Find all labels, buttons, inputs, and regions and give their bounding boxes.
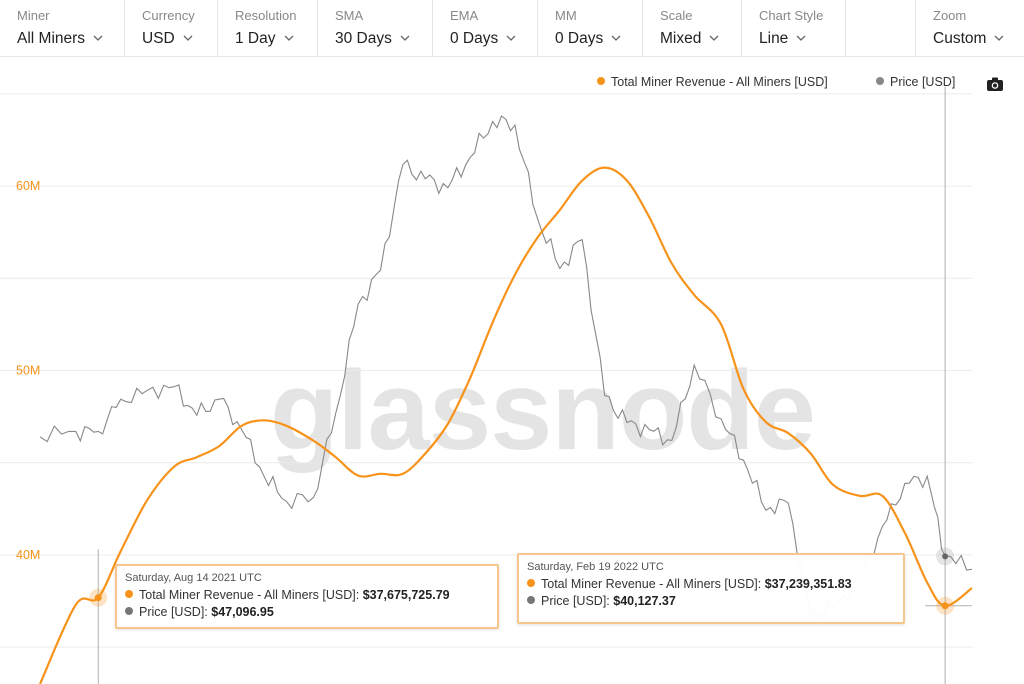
miner-value: All Miners	[17, 30, 86, 47]
legend-revenue[interactable]: Total Miner Revenue - All Miners [USD]	[597, 75, 828, 93]
chart-toolbar: Miner All Miners Currency USD Resolution…	[0, 0, 1024, 57]
ema-dropdown[interactable]: EMA 0 Days	[433, 0, 538, 56]
resolution-label: Resolution	[235, 8, 297, 23]
mm-label: MM	[555, 8, 577, 23]
revenue-series-line	[38, 166, 973, 684]
price-series-line	[39, 115, 973, 617]
legend-price[interactable]: Price [USD]	[876, 75, 955, 93]
chevron-down-icon	[709, 28, 719, 48]
tooltip-date: Saturday, Aug 14 2021 UTC	[125, 572, 262, 584]
tooltip-revenue-value: $37,675,725.79	[362, 588, 450, 602]
resolution-dropdown[interactable]: Resolution 1 Day	[218, 0, 318, 56]
chart-style-label: Chart Style	[759, 8, 824, 23]
camera-icon[interactable]	[986, 76, 1004, 92]
zoom-value: Custom	[933, 30, 987, 47]
tooltip-price-label: Price [USD]:	[139, 605, 208, 619]
chevron-down-icon	[506, 28, 516, 48]
revenue-dot-icon	[125, 590, 133, 598]
tooltip-revenue-label: Total Miner Revenue - All Miners [USD]:	[541, 577, 762, 591]
tooltip-price-label: Price [USD]:	[541, 594, 610, 608]
miner-label: Miner	[17, 8, 50, 23]
price-dot-icon	[527, 596, 535, 604]
sma-dropdown[interactable]: SMA 30 Days	[318, 0, 433, 56]
tooltip-price-value: $40,127.37	[613, 594, 676, 608]
legend-price-label: Price [USD]	[890, 75, 956, 89]
miner-dropdown[interactable]: Miner All Miners	[0, 0, 125, 56]
revenue-legend-dot	[597, 77, 605, 85]
chevron-down-icon	[611, 28, 621, 48]
mm-value: 0 Days	[555, 30, 604, 47]
chart-style-value: Line	[759, 30, 789, 47]
mm-dropdown[interactable]: MM 0 Days	[538, 0, 643, 56]
y-tick-label: 50M	[16, 364, 40, 378]
chevron-down-icon	[994, 28, 1004, 48]
zoom-label: Zoom	[933, 8, 967, 23]
currency-label: Currency	[142, 8, 195, 23]
sma-value: 30 Days	[335, 30, 392, 47]
price-legend-dot	[876, 77, 884, 85]
scale-value: Mixed	[660, 30, 702, 47]
zoom-dropdown[interactable]: Zoom Custom	[915, 0, 1024, 56]
tooltip-price-value: $47,096.95	[211, 605, 274, 619]
chevron-down-icon	[796, 28, 806, 48]
y-tick-label: 60M	[16, 179, 40, 193]
revenue-point	[941, 602, 949, 610]
chevron-down-icon	[400, 28, 410, 48]
chart-style-dropdown[interactable]: Chart Style Line	[742, 0, 846, 56]
price-dot-icon	[125, 607, 133, 615]
y-tick-label: 40M	[16, 548, 40, 562]
chevron-down-icon	[93, 28, 103, 48]
tooltip-date: Saturday, Feb 19 2022 UTC	[527, 561, 664, 573]
chevron-down-icon	[183, 28, 193, 48]
currency-dropdown[interactable]: Currency USD	[125, 0, 218, 56]
tooltip-revenue-label: Total Miner Revenue - All Miners [USD]:	[139, 588, 360, 602]
price-point	[942, 553, 949, 560]
scale-label: Scale	[660, 8, 693, 23]
tooltip-revenue-value: $37,239,351.83	[764, 577, 852, 591]
tooltip-aug-14: Saturday, Aug 14 2021 UTC Total Miner Re…	[115, 564, 499, 629]
tooltip-feb-19: Saturday, Feb 19 2022 UTC Total Miner Re…	[517, 553, 905, 624]
sma-label: SMA	[335, 8, 364, 23]
legend-revenue-label: Total Miner Revenue - All Miners [USD]	[611, 75, 828, 89]
revenue-point	[94, 594, 102, 602]
revenue-dot-icon	[527, 579, 535, 587]
scale-dropdown[interactable]: Scale Mixed	[643, 0, 742, 56]
chevron-down-icon	[284, 28, 294, 48]
ema-value: 0 Days	[450, 30, 499, 47]
ema-label: EMA	[450, 8, 479, 23]
currency-value: USD	[142, 30, 175, 47]
resolution-value: 1 Day	[235, 30, 276, 47]
